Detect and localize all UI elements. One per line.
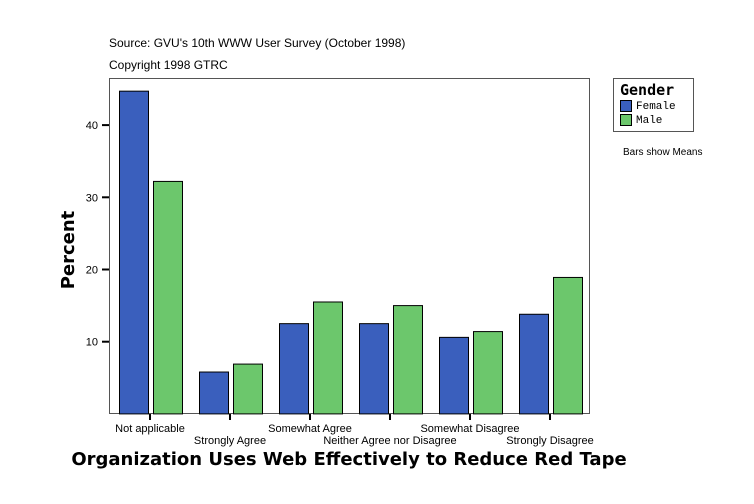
legend-swatch-female	[620, 100, 632, 112]
x-tick-label: Not applicable	[115, 423, 185, 435]
bar-female	[519, 313, 549, 415]
bar-female	[199, 371, 229, 415]
bar-female	[279, 323, 309, 415]
y-tick-label: 30	[86, 192, 98, 204]
bar-male	[233, 363, 263, 415]
bar-female	[359, 323, 389, 415]
bar-female	[119, 90, 149, 415]
x-tick-label: Neither Agree nor Disagree	[323, 435, 456, 447]
x-tick-label: Somewhat Disagree	[420, 423, 519, 435]
plot-area	[109, 78, 590, 414]
legend-label-male: Male	[636, 115, 662, 127]
source-text: Source: GVU's 10th WWW User Survey (Octo…	[109, 36, 405, 50]
y-tick-label: 20	[86, 265, 98, 277]
legend-label-female: Female	[636, 101, 676, 113]
x-tick-label: Strongly Disagree	[506, 435, 593, 447]
bar-female	[439, 336, 469, 415]
bar-male	[393, 305, 423, 415]
bar-male	[553, 276, 583, 415]
bar-male	[313, 301, 343, 415]
y-tick-label: 10	[86, 337, 98, 349]
legend: Gender Female Male	[613, 78, 694, 132]
legend-swatch-male	[620, 114, 632, 126]
x-axis-label: Organization Uses Web Effectively to Red…	[71, 449, 626, 470]
x-tick-label: Somewhat Agree	[268, 423, 352, 435]
legend-title: Gender	[620, 81, 674, 99]
bars-note: Bars show Means	[623, 147, 702, 158]
bar-male	[473, 331, 503, 415]
x-tick-label: Strongly Agree	[194, 435, 266, 447]
copyright-text: Copyright 1998 GTRC	[109, 58, 228, 72]
bar-male	[153, 180, 183, 415]
y-tick-label: 40	[86, 120, 98, 132]
y-axis-label: Percent	[58, 210, 79, 289]
